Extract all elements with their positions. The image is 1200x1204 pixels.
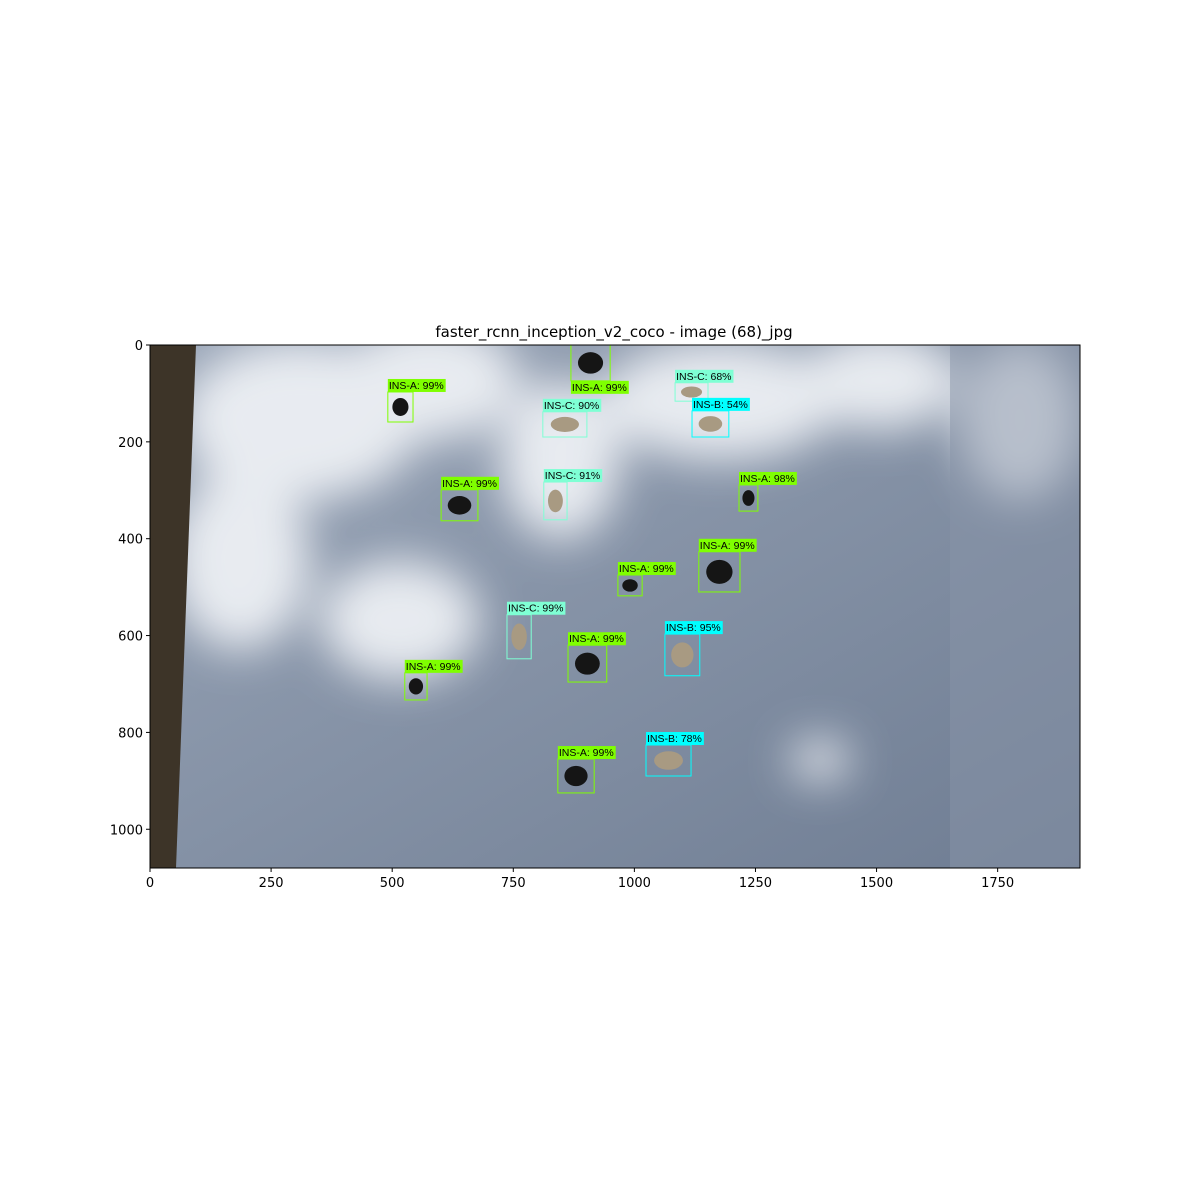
detection-label: INS-B: 95%	[666, 622, 721, 634]
label-background	[646, 731, 704, 745]
insect	[654, 751, 683, 770]
detection-label: INS-B: 54%	[693, 399, 748, 411]
label-background	[542, 398, 602, 412]
label-background	[441, 476, 499, 490]
x-tick-label: 0	[146, 876, 154, 891]
label-background	[570, 380, 629, 394]
label-background	[557, 746, 616, 760]
insect	[547, 489, 563, 513]
y-tick-label: 400	[118, 533, 143, 548]
photo	[150, 345, 1080, 868]
detection-label: INS-C: 91%	[545, 470, 600, 482]
x-tick-label: 1000	[618, 876, 651, 891]
detection-label: INS-A: 99%	[569, 633, 624, 645]
y-tick-label: 800	[118, 726, 143, 741]
detection-label: INS-A: 99%	[442, 478, 497, 490]
insect	[550, 416, 579, 432]
x-tick-label: 750	[501, 876, 526, 891]
detection-label: INS-A: 99%	[700, 540, 755, 552]
x-tick-label: 1500	[860, 876, 893, 891]
insect	[392, 397, 409, 416]
insect	[564, 765, 588, 787]
y-tick-label: 1000	[110, 823, 143, 838]
detection-label: INS-C: 99%	[508, 603, 563, 615]
insect	[622, 579, 638, 592]
insect	[742, 490, 755, 506]
insect	[447, 495, 472, 515]
detection-label: INS-A: 99%	[559, 747, 614, 759]
x-tick-label: 500	[380, 876, 405, 891]
x-tick-label: 1250	[739, 876, 772, 891]
x-tick-label: 250	[259, 876, 284, 891]
y-tick-label: 600	[118, 630, 143, 645]
y-tick-label: 200	[118, 436, 143, 451]
label-background	[387, 378, 446, 392]
detection-label: INS-A: 98%	[740, 473, 795, 485]
y-tick-label: 0	[135, 339, 143, 354]
label-background	[739, 471, 797, 485]
label-background	[692, 397, 750, 411]
insect	[574, 652, 600, 675]
axes-frame	[149, 344, 1081, 869]
detection-label: INS-A: 99%	[389, 380, 444, 392]
label-background	[698, 538, 757, 552]
label-background	[568, 632, 626, 646]
label-background	[664, 621, 723, 635]
insect	[698, 416, 723, 432]
label-background	[404, 659, 463, 673]
title: faster_rcnn_inception_v2_coco - image (6…	[435, 323, 792, 342]
detection-label: INS-A: 99%	[619, 563, 674, 575]
detection-label: INS-A: 99%	[572, 382, 627, 394]
detection-label: INS-A: 99%	[406, 661, 461, 673]
label-background	[506, 601, 566, 615]
insect	[511, 623, 527, 650]
insect	[706, 559, 733, 584]
x-tick-label: 1750	[981, 876, 1014, 891]
insect	[671, 642, 694, 668]
label-background	[543, 469, 603, 483]
insect	[577, 352, 604, 374]
insect	[680, 386, 703, 398]
detection-label: INS-C: 90%	[544, 400, 599, 412]
label-background	[617, 562, 676, 576]
label-background	[675, 369, 734, 383]
detection-label: INS-C: 68%	[676, 371, 731, 383]
insect	[408, 678, 424, 695]
detection-label: INS-B: 78%	[647, 733, 702, 745]
